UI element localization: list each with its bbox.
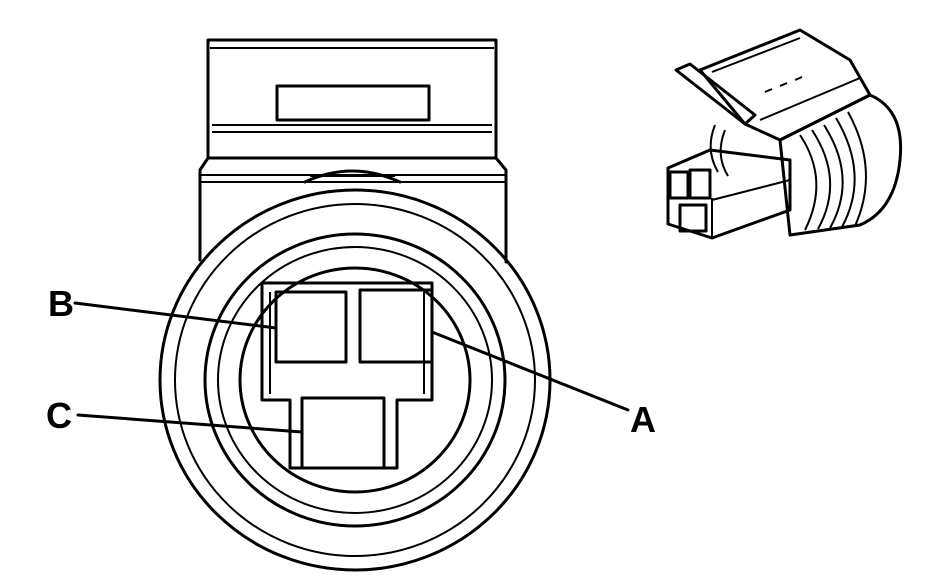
terminal-c	[300, 396, 386, 470]
terminal-a	[358, 288, 434, 364]
callout-c: C	[46, 395, 72, 436]
leader-line-a	[430, 330, 630, 412]
connector-body	[198, 156, 508, 264]
latch-window	[275, 84, 431, 122]
leader-line-c	[76, 413, 304, 434]
leader-line-b	[73, 301, 278, 330]
callout-b: B	[48, 283, 74, 324]
connector-face-view: B C A	[46, 38, 656, 572]
callout-a: A	[630, 399, 656, 440]
latch-housing	[206, 38, 498, 160]
connector-isometric-view	[666, 28, 903, 240]
connector-rings	[158, 188, 552, 572]
terminal-b	[274, 290, 348, 364]
